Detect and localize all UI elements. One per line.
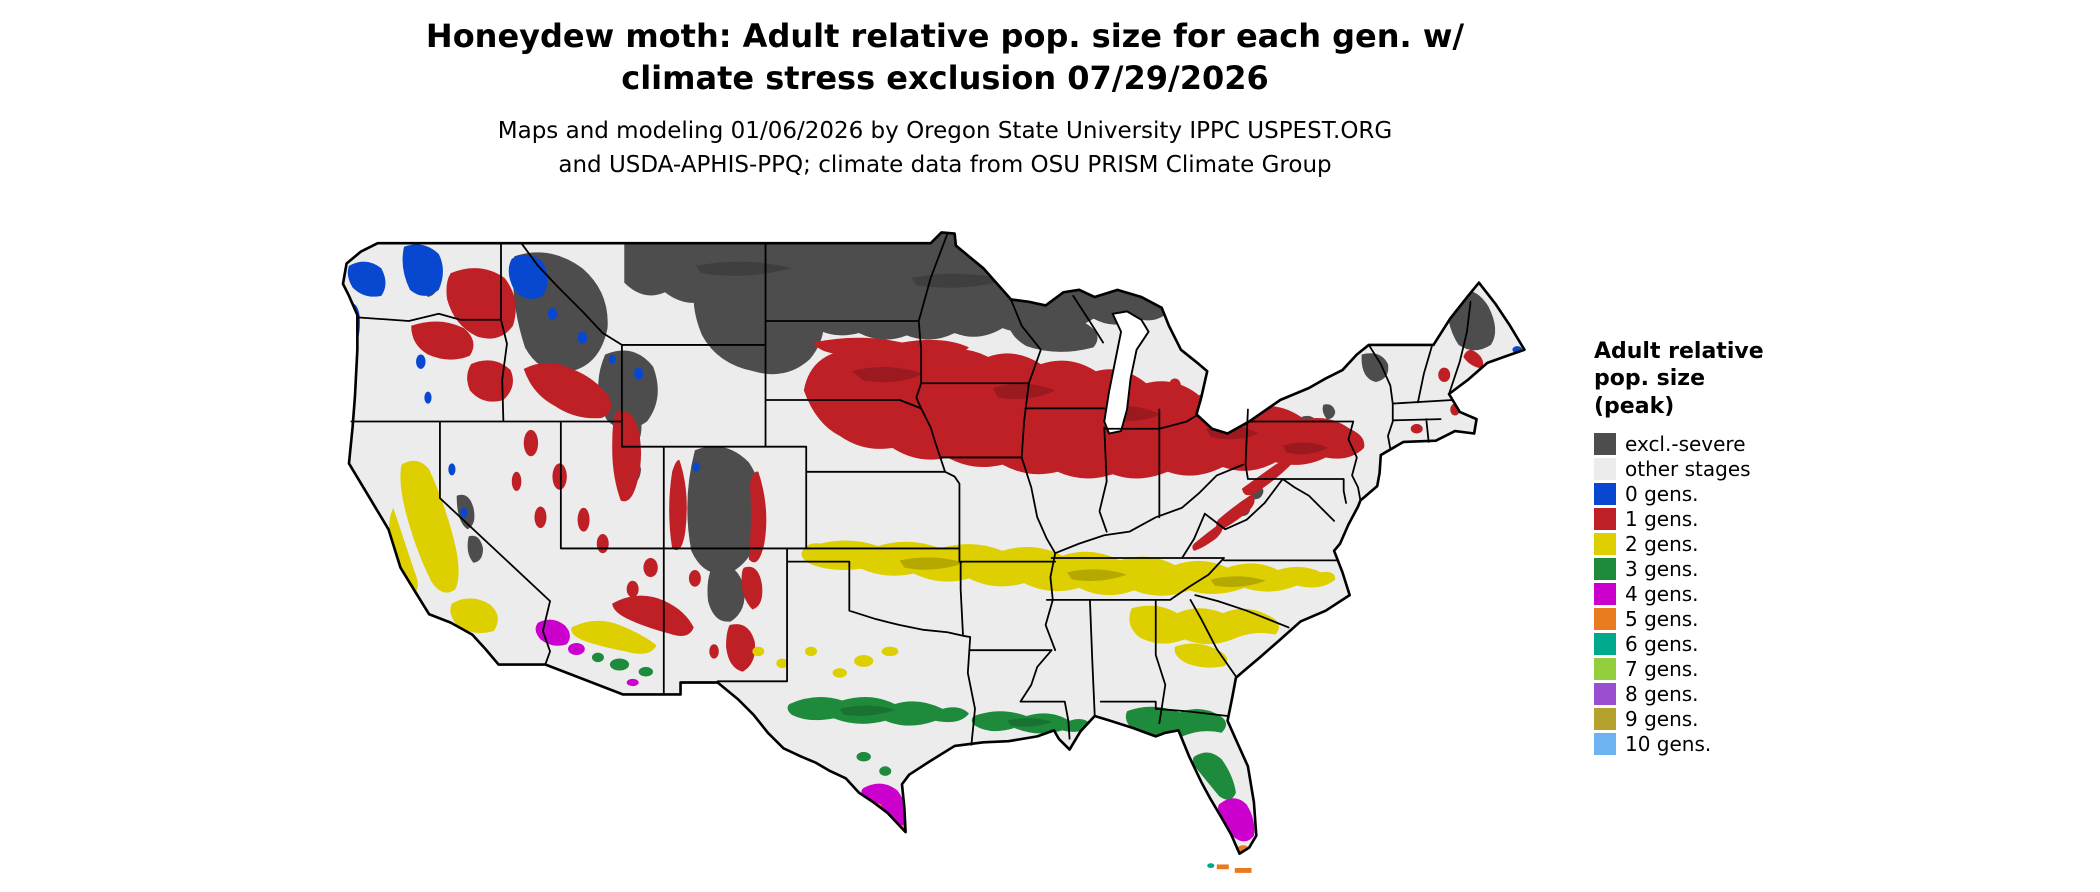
legend-swatch: [1594, 633, 1616, 656]
us-map: [337, 230, 1534, 886]
legend-item: excl.-severe: [1594, 432, 1854, 457]
legend-swatch: [1594, 658, 1616, 681]
state-borders: [350, 232, 1472, 746]
legend-label: 9 gens.: [1625, 707, 1699, 732]
legend-item: 9 gens.: [1594, 707, 1854, 732]
lake-michigan: [1103, 310, 1150, 435]
legend-label: 0 gens.: [1625, 482, 1699, 507]
legend-swatch: [1594, 558, 1616, 581]
legend-item: 8 gens.: [1594, 682, 1854, 707]
legend-item: 10 gens.: [1594, 732, 1854, 757]
legend-label: 4 gens.: [1625, 582, 1699, 607]
legend-swatch: [1594, 433, 1616, 456]
legend-title-line: Adult relative: [1594, 339, 1764, 364]
page-subtitle: Maps and modeling 01/06/2026 by Oregon S…: [497, 118, 1393, 178]
legend-item: 6 gens.: [1594, 632, 1854, 657]
legend-swatch: [1594, 708, 1616, 731]
legend-swatch: [1594, 508, 1616, 531]
region-shading: [696, 261, 1329, 727]
legend-label: 5 gens.: [1625, 607, 1699, 632]
legend-label: 7 gens.: [1625, 657, 1699, 682]
header: Honeydew moth: Adult relative pop. size …: [355, 16, 1535, 182]
legend-item: 1 gens.: [1594, 507, 1854, 532]
legend-swatch: [1594, 533, 1616, 556]
regions-keys-fringe: [1207, 863, 1252, 873]
regions-5-gen: [874, 803, 1250, 853]
legend-item: 5 gens.: [1594, 607, 1854, 632]
regions-2-gen: [388, 460, 1336, 678]
legend-swatch: [1594, 483, 1616, 506]
legend-item: 7 gens.: [1594, 657, 1854, 682]
legend-title: Adult relative pop. size (peak): [1594, 338, 1854, 420]
legend: Adult relative pop. size (peak) excl.-se…: [1594, 338, 1854, 757]
legend-item: 0 gens.: [1594, 482, 1854, 507]
regions-1-gen: [411, 268, 1484, 672]
regions-3-gen: [591, 652, 1236, 800]
legend-swatch: [1594, 608, 1616, 631]
legend-swatch: [1594, 583, 1616, 606]
legend-label: 1 gens.: [1625, 507, 1699, 532]
regions-4-gen: [535, 619, 1255, 842]
legend-swatch: [1594, 458, 1616, 481]
legend-item: 3 gens.: [1594, 557, 1854, 582]
legend-label: excl.-severe: [1625, 432, 1746, 457]
legend-items: excl.-severe other stages 0 gens. 1 gens…: [1594, 432, 1854, 757]
legend-label: 8 gens.: [1625, 682, 1699, 707]
legend-title-line: pop. size: [1594, 366, 1705, 392]
page-title: Honeydew moth: Adult relative pop. size …: [425, 17, 1465, 97]
legend-item: 2 gens.: [1594, 532, 1854, 557]
legend-label: 10 gens.: [1625, 732, 1712, 757]
legend-label: 6 gens.: [1625, 632, 1699, 657]
legend-label: other stages: [1625, 457, 1751, 482]
legend-item: 4 gens.: [1594, 582, 1854, 607]
legend-label: 3 gens.: [1625, 557, 1699, 582]
legend-title-line: (peak): [1594, 393, 1675, 419]
us-outline: [341, 231, 1526, 855]
legend-label: 2 gens.: [1625, 532, 1699, 557]
us-map-svg: [341, 231, 1526, 873]
legend-swatch: [1594, 733, 1616, 756]
legend-item: other stages: [1594, 457, 1854, 482]
legend-swatch: [1594, 683, 1616, 706]
